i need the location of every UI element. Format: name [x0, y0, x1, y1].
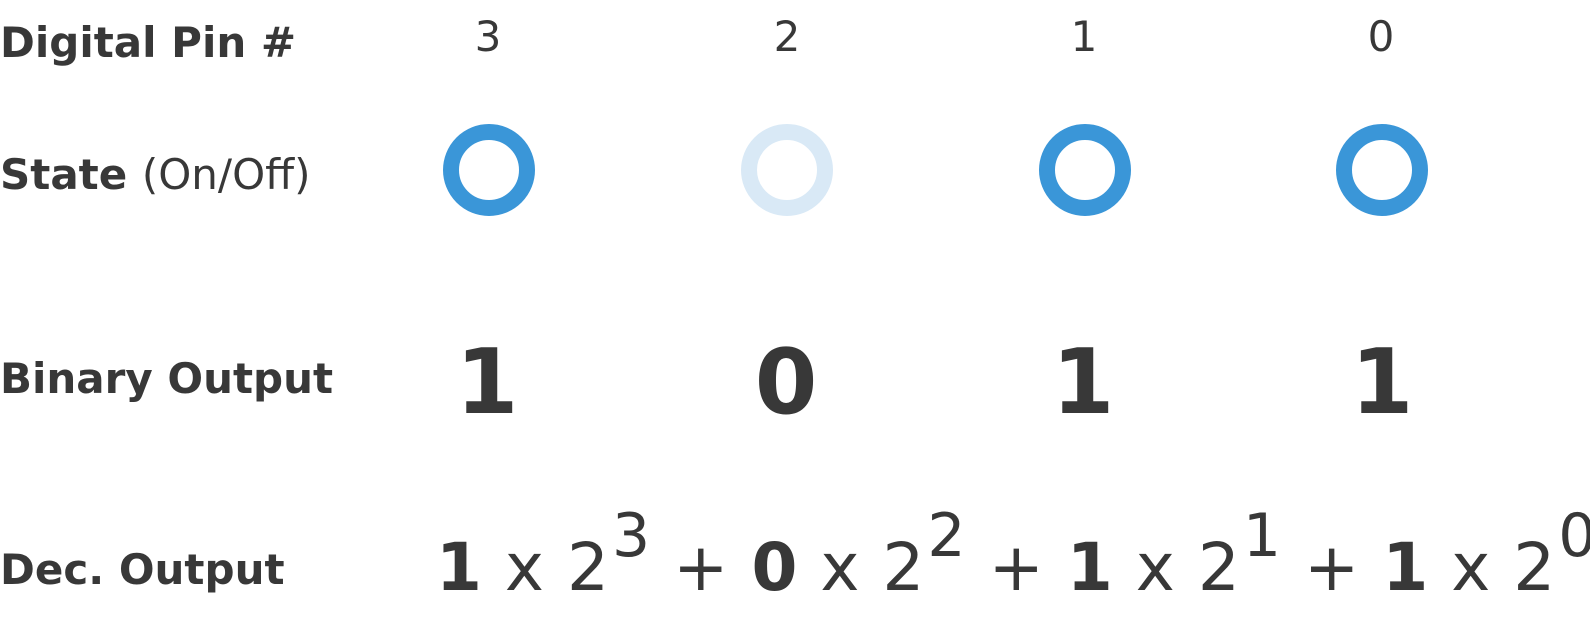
binary-bit-pin-1: 1: [1051, 330, 1115, 435]
state-led-pin-2: [741, 124, 833, 216]
decimal-formula: 1 x 23 + 0 x 22 + 1 x 21 + 1 x 20 = 11: [436, 506, 1590, 601]
digital-pin-label: Digital Pin #: [0, 18, 297, 67]
formula-bit-1: 1: [1066, 529, 1114, 606]
formula-exp-3: 3: [611, 501, 652, 571]
formula-plus: +: [673, 529, 730, 606]
formula-times: x: [504, 529, 545, 606]
formula-bit-2: 0: [751, 529, 799, 606]
formula-times: x: [820, 529, 861, 606]
decimal-output-label: Dec. Output: [0, 545, 285, 594]
formula-exp-2: 2: [927, 501, 967, 571]
state-label: State (On/Off): [0, 154, 310, 196]
formula-bit-3: 1: [436, 529, 483, 606]
formula-plus: +: [1304, 529, 1361, 606]
formula-times: x: [1451, 529, 1492, 606]
state-led-pin-1: [1039, 124, 1131, 216]
formula-plus: +: [988, 529, 1045, 606]
binary-bit-pin-0: 1: [1350, 330, 1414, 435]
formula-exp-1: 1: [1242, 501, 1283, 571]
formula-times: x: [1135, 529, 1176, 606]
binary-bit-pin-2: 0: [754, 330, 818, 435]
formula-base: 2: [1197, 529, 1241, 606]
binary-output-label: Binary Output: [0, 354, 334, 403]
state-label-onoff: (On/Off): [141, 150, 311, 199]
formula-exp-0: 0: [1558, 501, 1590, 571]
binary-bit-pin-3: 1: [455, 330, 519, 435]
pin-number-2: 2: [773, 12, 801, 61]
pin-number-3: 3: [474, 12, 502, 61]
formula-base: 2: [566, 529, 610, 606]
state-led-pin-3: [443, 124, 535, 216]
state-label-bold: State: [0, 150, 128, 199]
pin-number-1: 1: [1070, 12, 1098, 61]
formula-base: 2: [1513, 529, 1557, 606]
state-led-pin-0: [1336, 124, 1428, 216]
pin-number-0: 0: [1367, 12, 1395, 61]
formula-bit-0: 1: [1382, 529, 1430, 606]
formula-base: 2: [882, 529, 926, 606]
